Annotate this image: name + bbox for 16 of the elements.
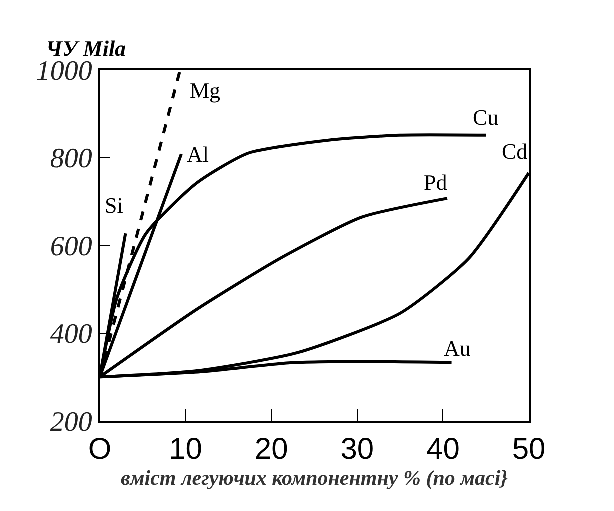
- x-tick-label: 30: [340, 433, 374, 466]
- series-label: Pd: [424, 170, 448, 195]
- x-tick-label: 10: [169, 433, 202, 466]
- series-label: Mg: [190, 78, 221, 103]
- y-tick-label: 400: [50, 319, 92, 350]
- x-axis-title: вміст легуючих компонентну % (по масі}: [120, 466, 509, 490]
- x-tick-label: 20: [254, 433, 288, 466]
- series-label: Cu: [473, 105, 499, 130]
- x-tick-label: 40: [426, 433, 460, 466]
- y-tick-label: 800: [50, 144, 92, 175]
- series-label: Al: [187, 142, 209, 167]
- series-label: Cd: [502, 139, 528, 164]
- series-label: Au: [444, 336, 471, 361]
- y-tick-label: 600: [50, 231, 92, 262]
- series-label: Si: [105, 193, 124, 218]
- x-tick-label: 50: [512, 433, 546, 466]
